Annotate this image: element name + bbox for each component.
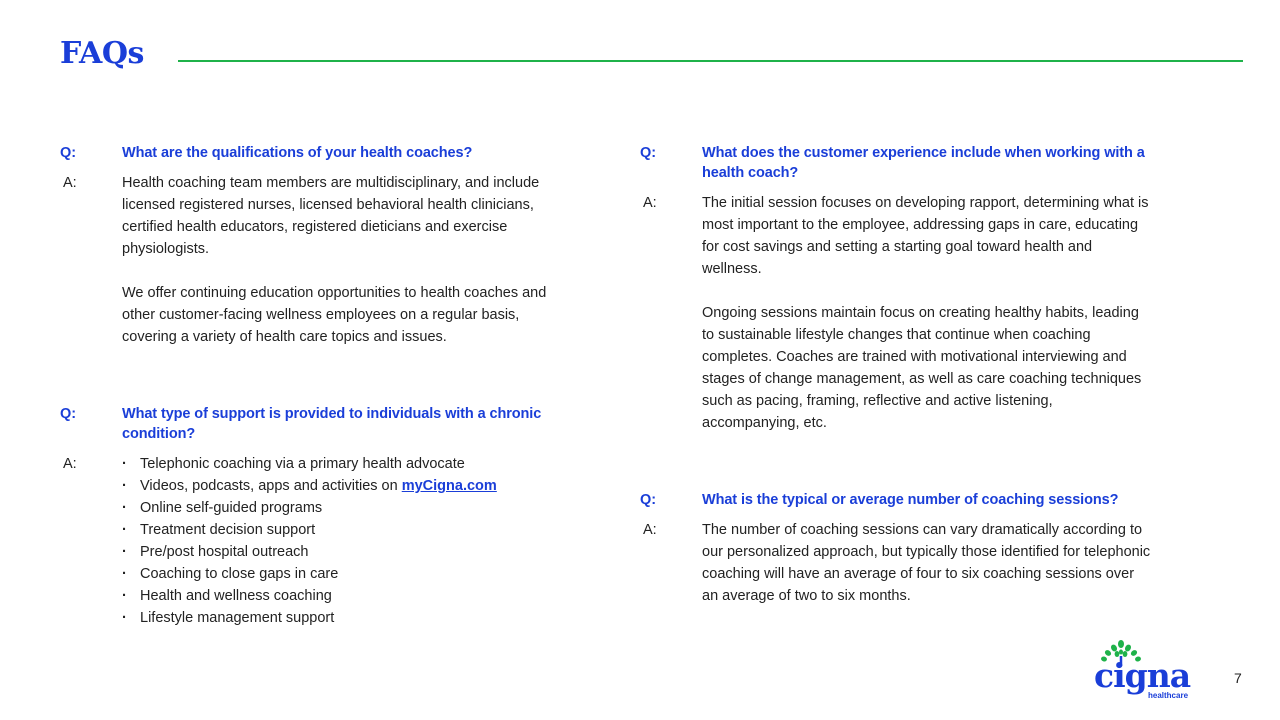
cigna-logo: cigna healthcare bbox=[1092, 640, 1196, 704]
answer-paragraph: Health coaching team members are multidi… bbox=[122, 175, 540, 257]
question-text: What does the customer experience includ… bbox=[702, 145, 1145, 181]
answer-body: The number of coaching sessions can vary… bbox=[702, 519, 1152, 607]
faq-column-right: Q: What does the customer experience inc… bbox=[640, 143, 1180, 607]
list-item: Lifestyle management support bbox=[122, 607, 560, 629]
list-item: Videos, podcasts, apps and activities on… bbox=[122, 475, 560, 497]
logo-wordmark: cigna bbox=[1094, 656, 1191, 695]
list-item: Telephonic coaching via a primary health… bbox=[122, 453, 560, 475]
question-tag: Q: bbox=[640, 492, 657, 508]
answer-body: The initial session focuses on developin… bbox=[702, 192, 1152, 434]
answer-body: Telephonic coaching via a primary health… bbox=[122, 453, 560, 629]
question-text: What type of support is provided to indi… bbox=[122, 406, 542, 442]
title-divider bbox=[178, 60, 1243, 62]
mycigna-link[interactable]: myCigna.com bbox=[401, 478, 497, 494]
list-item: Pre/post hospital outreach bbox=[122, 541, 560, 563]
question-text: What is the typical or average number of… bbox=[702, 492, 1119, 508]
question-text: What are the qualifications of your heal… bbox=[122, 145, 473, 161]
faq-column-left: Q: What are the qualifications of your h… bbox=[60, 143, 560, 629]
question-tag: Q: bbox=[60, 145, 77, 161]
answer-tag: A: bbox=[643, 522, 657, 538]
question-tag: Q: bbox=[640, 145, 657, 161]
answer-paragraph: The initial session focuses on developin… bbox=[702, 195, 1149, 277]
page-number: 7 bbox=[1234, 670, 1242, 686]
answer-tag: A: bbox=[63, 175, 77, 191]
logo-subtitle: healthcare bbox=[1148, 691, 1189, 700]
list-item: Online self-guided programs bbox=[122, 497, 560, 519]
list-item: Health and wellness coaching bbox=[122, 585, 560, 607]
answer-tag: A: bbox=[643, 195, 657, 211]
support-bullet-list: Telephonic coaching via a primary health… bbox=[122, 453, 560, 629]
answer-paragraph: We offer continuing education opportunit… bbox=[122, 285, 547, 345]
faq-item-qualifications: Q: What are the qualifications of your h… bbox=[60, 143, 560, 348]
list-item: Coaching to close gaps in care bbox=[122, 563, 560, 585]
page-title: FAQs bbox=[60, 36, 144, 71]
answer-body: Health coaching team members are multidi… bbox=[122, 172, 560, 348]
faq-item-customer-experience: Q: What does the customer experience inc… bbox=[640, 143, 1180, 434]
faq-item-chronic-support: Q: What type of support is provided to i… bbox=[60, 404, 560, 629]
list-item-text: Videos, podcasts, apps and activities on bbox=[140, 478, 398, 494]
question-tag: Q: bbox=[60, 406, 77, 422]
answer-tag: A: bbox=[63, 456, 77, 472]
answer-paragraph: The number of coaching sessions can vary… bbox=[702, 522, 1151, 604]
answer-paragraph: Ongoing sessions maintain focus on creat… bbox=[702, 305, 1142, 431]
list-item: Treatment decision support bbox=[122, 519, 560, 541]
faq-item-session-count: Q: What is the typical or average number… bbox=[640, 490, 1180, 607]
cigna-tree-of-life-icon bbox=[1101, 640, 1141, 666]
